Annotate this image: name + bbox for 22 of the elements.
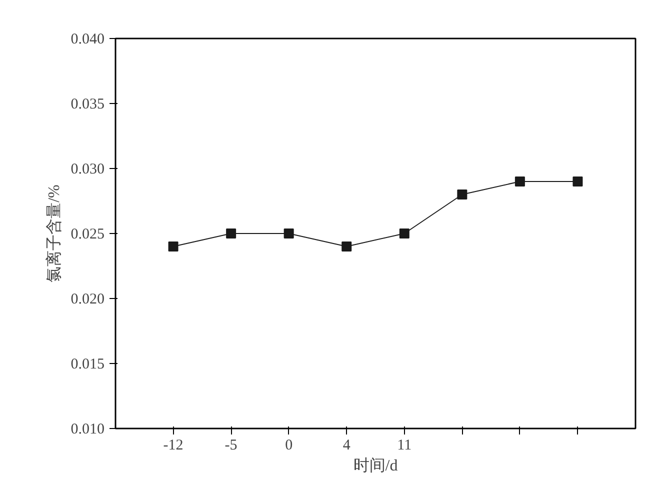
point (168, 242, 178, 252)
point (284, 228, 294, 238)
y-axis-title: 氯离子含量/% (44, 184, 63, 282)
point (514, 176, 525, 186)
x-tick-label: -12 (163, 438, 184, 454)
point (399, 228, 410, 238)
point (457, 190, 468, 200)
x-tick-label: -5 (224, 438, 238, 454)
x-axis-title: 时间/d (353, 456, 398, 474)
x-tick-label: 4 (342, 438, 351, 454)
y-tick-label: 0.025 (70, 226, 104, 242)
y-tick-label: 0.010 (70, 422, 104, 438)
x-tick-label: 0 (285, 438, 293, 454)
point (342, 242, 352, 252)
y-tick-label: 0.035 (70, 96, 104, 112)
y-tick-label: 0.015 (70, 356, 104, 372)
x-tick-label: 11 (397, 438, 412, 454)
y-tick-label: 0.040 (70, 32, 104, 48)
y-tick-label: 0.030 (70, 162, 104, 178)
y-tick-label: 0.020 (70, 292, 104, 308)
point (572, 176, 583, 186)
point (226, 228, 236, 238)
